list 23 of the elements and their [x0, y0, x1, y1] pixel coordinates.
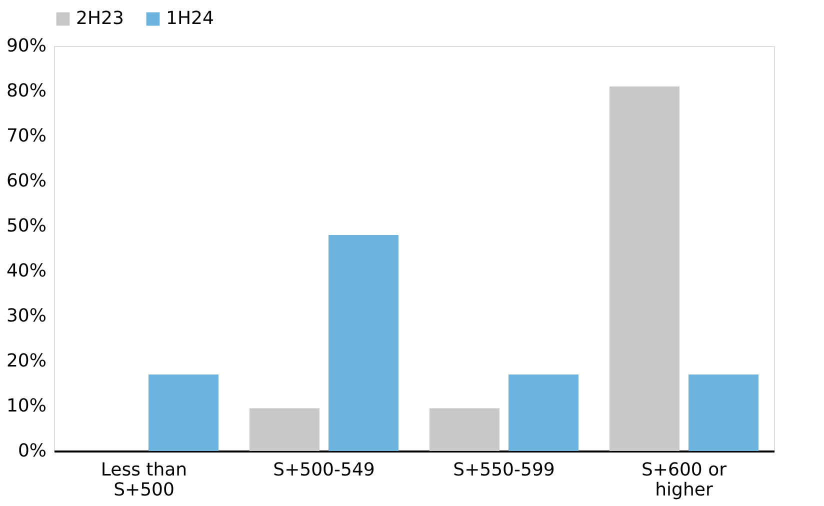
bar — [688, 374, 759, 451]
y-tick-label: 60% — [6, 170, 46, 192]
y-tick-label: 80% — [6, 80, 46, 102]
x-tick-label: S+600 or higher — [642, 460, 728, 500]
y-tick-label: 70% — [6, 126, 46, 146]
y-tick-label: 50% — [6, 216, 46, 236]
y-tick-label: 90% — [6, 36, 46, 56]
bar — [429, 408, 500, 451]
y-tick-label: 40% — [6, 260, 46, 282]
x-tick-label: Less than S+500 — [100, 460, 188, 500]
bar — [609, 86, 680, 451]
y-tick-label: 20% — [6, 350, 46, 372]
legend-label: 2H23 — [76, 8, 124, 29]
bar — [328, 235, 399, 451]
x-tick-label: S+500-549 — [273, 460, 375, 480]
y-tick-label: 10% — [6, 396, 46, 416]
bar — [508, 374, 579, 451]
bar — [249, 408, 320, 451]
y-tick-label: 30% — [6, 306, 46, 326]
y-tick-label: 0% — [18, 440, 46, 462]
legend-label: 1H24 — [166, 8, 214, 29]
x-tick-label: S+550-599 — [453, 460, 555, 480]
bar — [148, 374, 219, 451]
